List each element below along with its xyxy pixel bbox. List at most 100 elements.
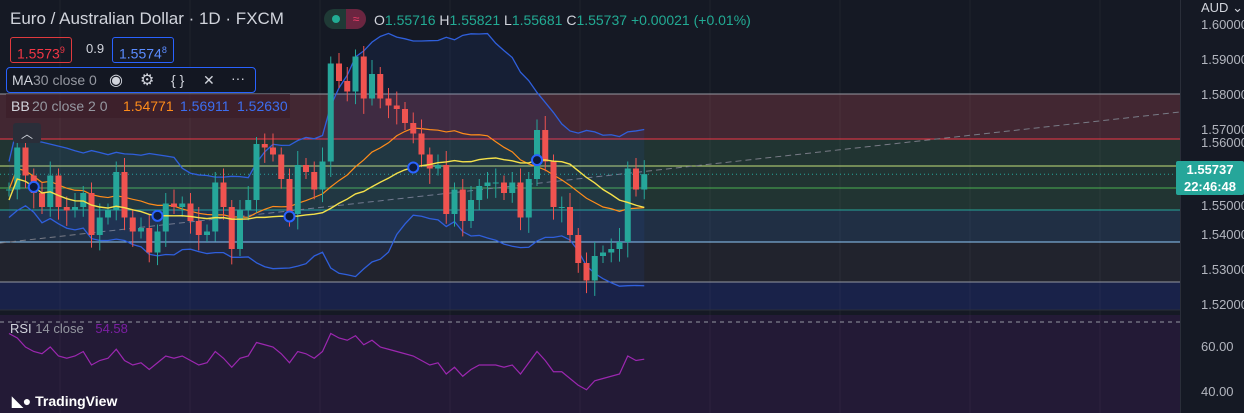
close-value: 1.55737 bbox=[576, 12, 628, 28]
close-icon[interactable]: ✕ bbox=[203, 72, 215, 88]
gear-icon[interactable]: ⚙ bbox=[140, 72, 155, 89]
high-value: 1.55821 bbox=[449, 12, 501, 28]
price-tick: 1.58000 bbox=[1201, 87, 1244, 102]
candle-body bbox=[583, 263, 590, 281]
candle-body bbox=[113, 172, 120, 211]
candle-body bbox=[261, 144, 268, 148]
candle-body bbox=[311, 172, 318, 190]
last-price-label: 1.55737 22:46:48 bbox=[1176, 161, 1244, 195]
candle-body bbox=[352, 56, 359, 92]
candle-body bbox=[212, 182, 219, 232]
candle-body bbox=[484, 182, 491, 186]
low-value: 1.55681 bbox=[511, 12, 563, 28]
candle-body bbox=[402, 109, 408, 123]
bar-countdown: 22:46:48 bbox=[1183, 179, 1237, 194]
rsi-params: 14 close bbox=[35, 321, 84, 336]
trend-line bbox=[0, 111, 1180, 244]
symbol-title[interactable]: Euro / Australian Dollar · 1D · FXCM bbox=[10, 9, 284, 28]
candle-body bbox=[641, 174, 648, 190]
candle-body bbox=[278, 154, 285, 179]
rsi-tick: 60.00 bbox=[1201, 339, 1234, 354]
candle-body bbox=[162, 203, 169, 232]
candle-body bbox=[327, 63, 334, 162]
buy-price-pip: 8 bbox=[161, 45, 167, 55]
more-icon[interactable]: ··· bbox=[231, 70, 245, 86]
candle-body bbox=[55, 175, 62, 207]
candle-body bbox=[459, 189, 466, 221]
candle-body bbox=[517, 182, 524, 218]
candle-body bbox=[377, 74, 384, 99]
rsi-value: 54.58 bbox=[95, 321, 128, 336]
logo-text: TradingView bbox=[35, 393, 118, 409]
market-open-icon bbox=[332, 15, 340, 23]
sell-price: 1.5573 bbox=[17, 45, 60, 62]
candle-body bbox=[525, 179, 532, 218]
bb-upper-value: 1.56911 bbox=[180, 98, 230, 114]
candle-body bbox=[303, 165, 309, 172]
candle-body bbox=[575, 235, 582, 263]
candle-body bbox=[476, 186, 483, 200]
rsi-name: RSI bbox=[10, 321, 32, 336]
candle-body bbox=[39, 193, 45, 207]
bb-lower-line bbox=[8, 204, 645, 287]
price-tick: 1.52000 bbox=[1201, 297, 1244, 312]
price-tick: 1.55000 bbox=[1201, 198, 1244, 213]
price-tick: 1.59000 bbox=[1201, 52, 1244, 67]
close-label: C bbox=[566, 12, 577, 28]
candle-body bbox=[154, 231, 161, 253]
bb-legend[interactable]: BB 20 close 2 0 1.54771 1.56911 1.52630 bbox=[6, 94, 290, 118]
price-tick: 1.60000 bbox=[1201, 17, 1244, 32]
rsi-legend[interactable]: RSI 14 close 54.58 bbox=[10, 321, 128, 336]
candle-body bbox=[542, 130, 549, 162]
candle-body bbox=[88, 193, 95, 235]
price-chart[interactable] bbox=[0, 0, 1180, 413]
candle-body bbox=[336, 63, 342, 81]
ma-marker bbox=[283, 210, 296, 223]
price-axis[interactable]: AUD ⌄ 1.60000 1.59000 1.58000 1.57000 1.5600… bbox=[1180, 0, 1244, 413]
candle-body bbox=[171, 203, 177, 207]
ma-marker bbox=[531, 154, 543, 167]
chevron-down-icon: ⌄ bbox=[1232, 0, 1243, 15]
candle-body bbox=[286, 179, 293, 214]
ma-legend[interactable]: MA 30 close 0 ◉ ⚙ { } ✕ ··· bbox=[6, 67, 256, 93]
candle-body bbox=[228, 207, 235, 249]
currency-label: AUD bbox=[1201, 0, 1229, 15]
rsi-tick: 40.00 bbox=[1201, 384, 1234, 399]
bb-name: BB bbox=[11, 98, 30, 114]
low-label: L bbox=[504, 12, 512, 28]
buy-price: 1.5574 bbox=[119, 45, 162, 62]
market-status-toggle[interactable]: ≈ bbox=[324, 9, 366, 29]
ma-params: 30 close 0 bbox=[33, 72, 97, 88]
candle-body bbox=[179, 203, 186, 207]
candle-body bbox=[591, 256, 598, 281]
ma-marker bbox=[151, 209, 164, 222]
ma-marker bbox=[27, 180, 40, 193]
eye-icon[interactable]: ◉ bbox=[109, 72, 123, 89]
change-value: +0.00021 (+0.01%) bbox=[630, 12, 751, 28]
candle-body bbox=[344, 81, 351, 92]
candle-body bbox=[468, 200, 474, 221]
candle-body bbox=[80, 193, 87, 207]
candle-body bbox=[138, 228, 144, 232]
candle-body bbox=[204, 231, 210, 235]
sell-button[interactable]: 1.55739 bbox=[10, 37, 72, 63]
candle-body bbox=[550, 161, 557, 207]
price-tick: 1.57000 bbox=[1201, 122, 1244, 137]
buy-button[interactable]: 1.55748 bbox=[112, 37, 174, 63]
collapse-legend-button[interactable]: ︿ bbox=[13, 123, 41, 143]
candle-body bbox=[501, 182, 507, 193]
sell-price-pip: 9 bbox=[59, 45, 65, 55]
candle-body bbox=[6, 189, 12, 191]
candle-body bbox=[435, 165, 441, 169]
candle-body bbox=[600, 252, 606, 256]
candle-body bbox=[63, 207, 70, 211]
tradingview-logo[interactable]: ◣● TradingView bbox=[12, 393, 117, 410]
currency-select[interactable]: AUD ⌄ bbox=[1201, 0, 1243, 15]
rsi-line bbox=[8, 332, 645, 391]
candle-body bbox=[237, 210, 243, 249]
candle-body bbox=[393, 105, 400, 109]
high-label: H bbox=[439, 12, 450, 28]
candle-body bbox=[509, 182, 516, 193]
source-code-icon[interactable]: { } bbox=[171, 72, 185, 88]
candle-body bbox=[294, 165, 301, 214]
